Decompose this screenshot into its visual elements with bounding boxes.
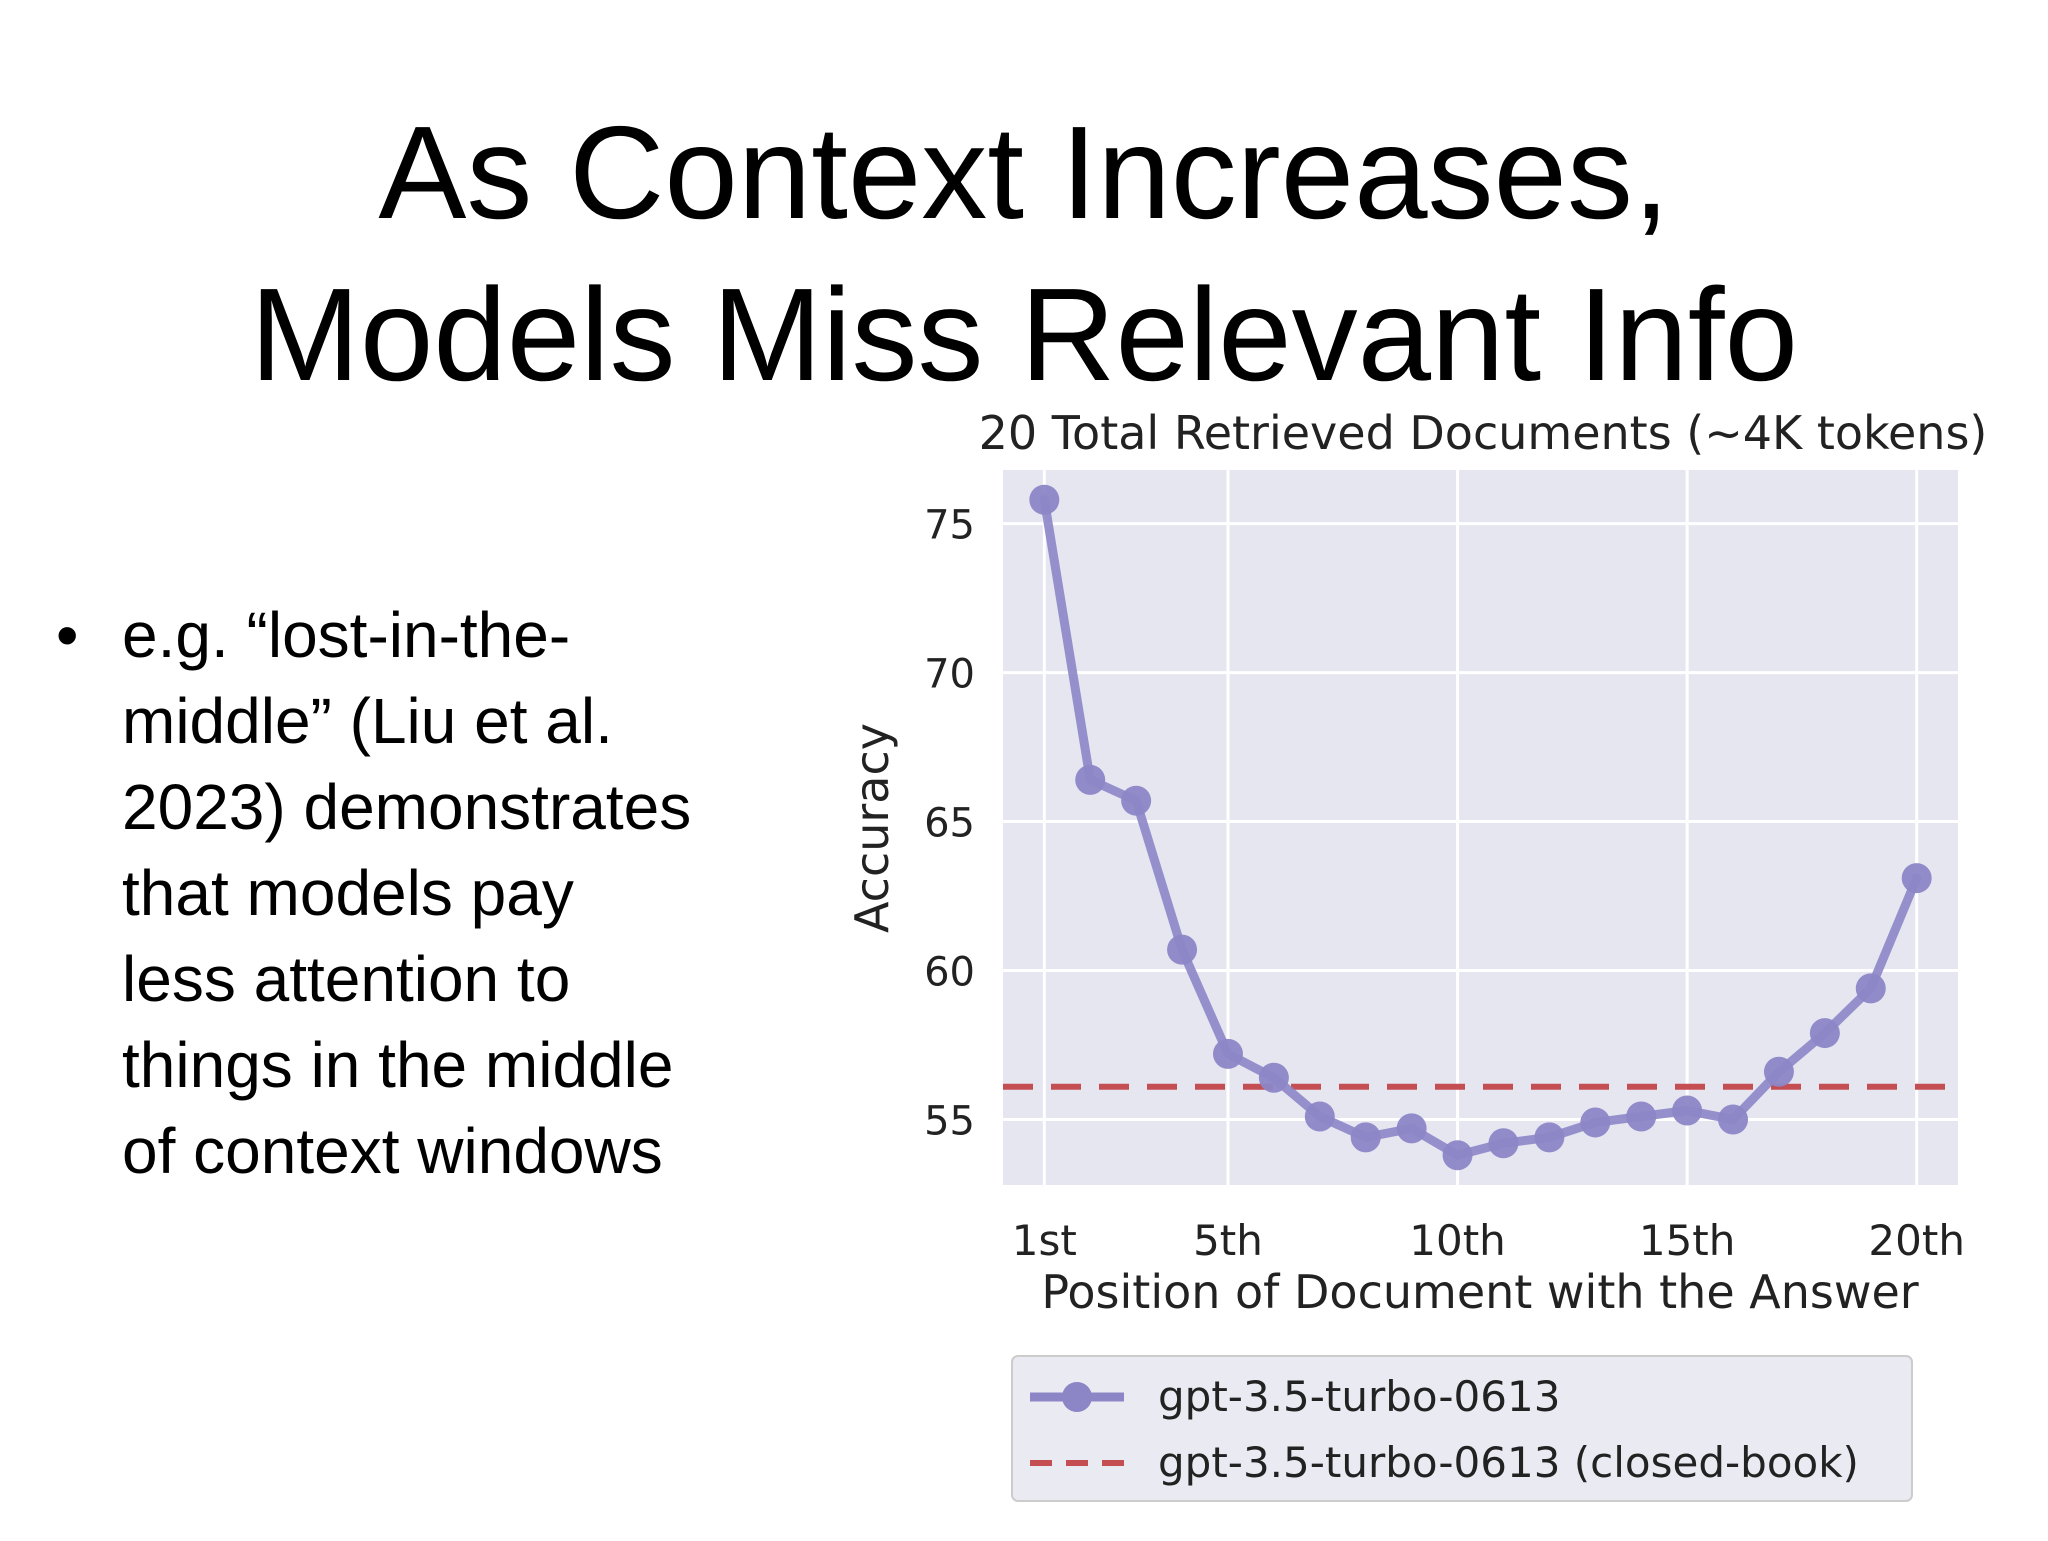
bullet-line-5: less attention to [122,943,571,1015]
slide-title-line-1: As Context Increases, [378,99,1670,246]
bullet-line-4: that models pay [122,857,574,929]
series [1003,484,1958,1171]
x-tick-label: 5th [1193,1216,1263,1265]
bullet-dot-icon: • [56,599,79,671]
y-tick-label: 55 [924,1098,975,1144]
y-ticks: 55 60 65 70 75 [924,503,975,1145]
y-tick-label: 60 [924,950,975,996]
bullet-list: • e.g. “lost-in-the- middle” (Liu et al.… [50,592,810,1194]
y-axis-label: Accuracy [845,723,899,933]
x-axis-label: Position of Document with the Answer [1041,1265,1918,1319]
legend-box [1011,1355,1913,1502]
plot-area [1003,470,1958,1185]
bullet-line-7: of context windows [122,1115,663,1187]
accuracy-point [1121,785,1152,816]
accuracy-point [1396,1113,1427,1144]
accuracy-point [1580,1107,1611,1138]
bullet-line-2: middle” (Liu et al. [122,685,613,757]
bullet-line-3: 2023) demonstrates [122,771,692,843]
legend-label: gpt-3.5-turbo-0613 [1158,1372,1560,1421]
x-tick-label: 20th [1868,1216,1965,1265]
grid [1003,470,1958,1185]
accuracy-point [1258,1062,1289,1093]
accuracy-point [1855,973,1886,1004]
legend-marker-icon [1062,1382,1092,1412]
accuracy-point [1442,1140,1473,1171]
accuracy-point [1304,1101,1335,1132]
accuracy-point [1029,484,1060,515]
bullet-line-1: e.g. “lost-in-the- [122,599,571,671]
slide-title: As Context Increases, Models Miss Releva… [0,92,2048,416]
accuracy-point [1488,1128,1519,1159]
accuracy-point [1672,1095,1703,1126]
accuracy-point [1718,1104,1749,1135]
accuracy-point [1212,1038,1243,1069]
legend: gpt-3.5-turbo-0613 gpt-3.5-turbo-0613 (cl… [1011,1355,1913,1502]
y-tick-label: 75 [924,503,975,549]
accuracy-point [1626,1101,1657,1132]
accuracy-point [1167,934,1198,965]
y-tick-label: 70 [924,652,975,698]
accuracy-point [1763,1056,1794,1087]
x-tick-label: 10th [1409,1216,1506,1265]
x-ticks: 1st 5th 10th 15th 20th [1012,1216,1965,1265]
accuracy-point [1350,1122,1381,1153]
x-tick-label: 1st [1012,1216,1077,1265]
bullet-line-6: things in the middle [122,1029,674,1101]
y-tick-label: 65 [924,801,975,847]
accuracy-point [1534,1122,1565,1153]
x-tick-label: 15th [1639,1216,1736,1265]
legend-label: gpt-3.5-turbo-0613 (closed-book) [1158,1438,1859,1487]
slide-title-line-2: Models Miss Relevant Info [250,261,1798,408]
chart-title: 20 Total Retrieved Documents (~4K tokens… [979,406,1988,460]
accuracy-point [1901,863,1932,894]
accuracy-point [1809,1018,1840,1049]
bullet-item: • e.g. “lost-in-the- middle” (Liu et al.… [50,592,810,1194]
accuracy-point [1075,764,1106,795]
